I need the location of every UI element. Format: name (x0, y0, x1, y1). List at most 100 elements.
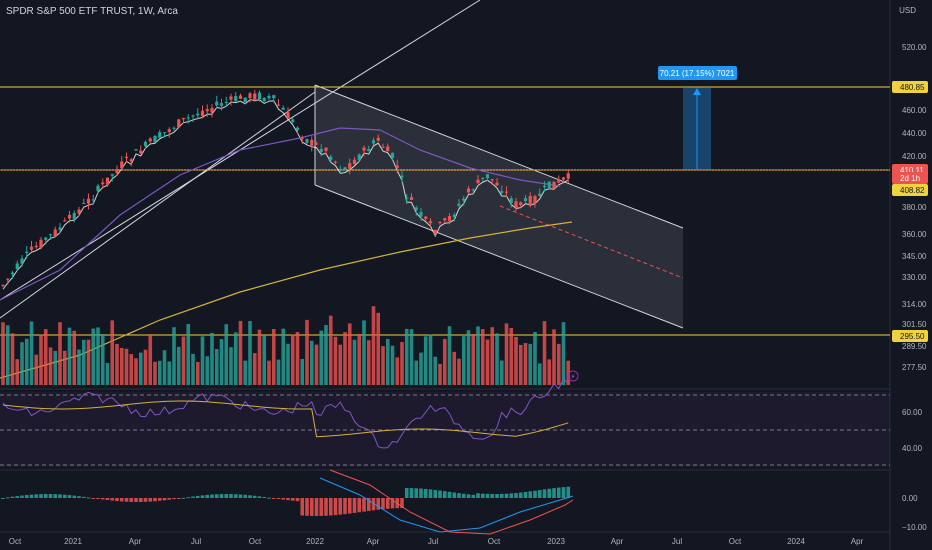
macd-bar (86, 497, 91, 499)
macd-bar (162, 498, 167, 501)
macd-bar (257, 496, 262, 498)
flash-icon[interactable] (567, 370, 579, 382)
time-tick: Apr (611, 537, 624, 546)
candle-body (481, 177, 485, 179)
candle-body (215, 101, 219, 106)
volume-bar (214, 349, 219, 385)
macd-bar (414, 488, 419, 498)
candle-body (314, 143, 319, 145)
macd-bar (172, 498, 176, 500)
flash-glyph: ⚡ (571, 373, 576, 381)
volume-bar (428, 334, 433, 385)
candle-body (172, 127, 176, 129)
candle-body (262, 97, 266, 102)
volume-bar (191, 353, 195, 385)
volume-bar (39, 334, 43, 385)
volume-bar (286, 343, 290, 385)
volume-bar (181, 336, 186, 385)
macd-bar (205, 494, 210, 498)
volume-bar (124, 348, 129, 385)
candle-body (20, 258, 24, 264)
price-label: 480.85 (892, 81, 928, 93)
volume-bar (419, 352, 423, 385)
channel-lower-line[interactable] (314, 184, 684, 329)
volume-bar (290, 334, 295, 385)
volume-bar (58, 322, 62, 385)
volume-bar (129, 354, 134, 385)
macd-bar (252, 495, 257, 498)
channel-upper-line[interactable] (314, 84, 684, 229)
volume-bar (362, 320, 366, 385)
volume-bar (110, 320, 115, 385)
candle-body (329, 156, 333, 161)
candle-body (343, 167, 347, 170)
candle-body (552, 181, 556, 189)
candle-body (490, 179, 494, 181)
macd-bar (39, 494, 43, 498)
volume-bar (542, 321, 547, 385)
macd-bar (523, 491, 528, 498)
volume-bar (457, 358, 461, 385)
macd-bar (485, 493, 490, 498)
price-label: 295.50 (892, 330, 928, 342)
candle-body (367, 149, 371, 152)
price-tick: 520.00 (902, 43, 927, 52)
candle-body (1, 284, 5, 286)
candle-body (386, 146, 390, 152)
macd-bar (366, 498, 371, 511)
macd-bar (328, 498, 333, 516)
volume-bar (10, 333, 15, 385)
candle-body (219, 103, 224, 106)
candle-body (495, 182, 499, 186)
macd-bar (504, 493, 509, 498)
macd-bar (490, 493, 495, 498)
macd-bar (390, 498, 395, 509)
time-tick: Oct (9, 537, 22, 546)
volume-bar (366, 340, 371, 385)
macd-bar (385, 498, 390, 509)
macd-bar (238, 494, 243, 498)
macd-bar (518, 492, 523, 498)
macd-bar (5, 497, 10, 499)
volume-bar (347, 323, 352, 385)
volume-bar (105, 363, 110, 385)
volume-bar (276, 359, 281, 385)
trendline-lower[interactable] (0, 91, 316, 319)
volume-bar (523, 343, 528, 385)
volume-bar (485, 339, 490, 385)
candle-body (272, 95, 276, 99)
macd-bar (376, 498, 381, 510)
candle-body (139, 150, 143, 154)
candle-body (433, 229, 437, 235)
candle-body (58, 227, 62, 230)
macd-bar (428, 489, 433, 498)
candle-body (557, 179, 561, 183)
macd-bar (233, 494, 238, 498)
macd-bar (62, 494, 67, 498)
volume-bar (461, 336, 466, 385)
volume-bar (138, 352, 143, 385)
price-tick: 277.50 (902, 363, 927, 372)
volume-bar (281, 328, 286, 385)
time-tick: Oct (729, 537, 742, 546)
candle-body (267, 96, 271, 99)
candle-body (319, 148, 323, 153)
currency-label: USD (899, 6, 916, 15)
candle-body (200, 110, 205, 116)
macd-bar (495, 493, 499, 498)
candle-body (205, 109, 209, 112)
time-tick: 2021 (64, 537, 82, 546)
macd-bar (561, 487, 566, 498)
volume-bar (233, 332, 238, 385)
candle-body (485, 174, 490, 179)
time-tick: Apr (367, 537, 380, 546)
candle-body (419, 212, 423, 217)
ma-short-line (2, 99, 569, 290)
macd-bar (542, 489, 547, 498)
candle-body (210, 107, 214, 113)
macd-bar (352, 498, 357, 513)
time-tick: 2023 (547, 537, 565, 546)
macd-signal-line (329, 469, 574, 535)
volume-bar (357, 333, 362, 385)
